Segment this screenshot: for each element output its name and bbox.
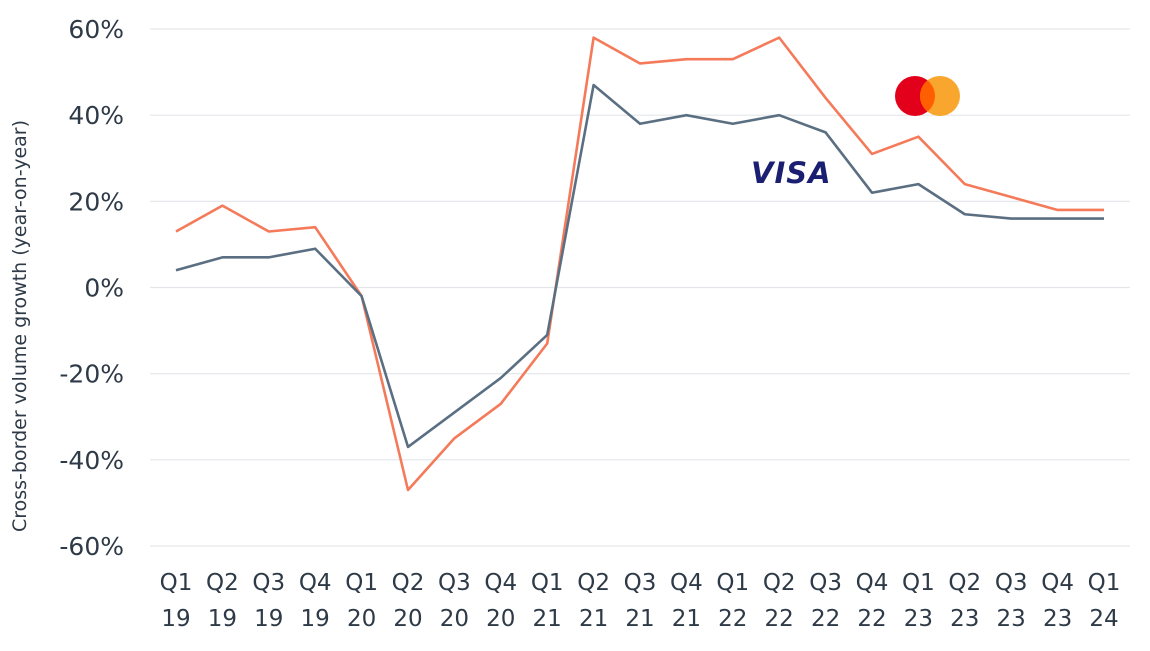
x-tick-label: Q4 20 (484, 570, 517, 632)
y-axis-label: Cross-border volume growth (year-on-year… (9, 120, 31, 532)
visa-series-line (175, 83, 1104, 449)
x-tick-label: Q2 23 (948, 570, 981, 632)
x-tick-label: Q1 19 (160, 570, 193, 632)
y-tick-label: -40% (59, 446, 124, 475)
y-tick-label: 60% (68, 15, 124, 44)
x-tick-label: Q2 22 (763, 570, 796, 632)
mastercard-series-line (175, 36, 1104, 492)
x-axis-ticks: Q1 19 Q2 19 Q3 19 Q4 19 Q1 20 Q2 20 Q3 20 Q4 20 Q1 21 Q2 21… (160, 570, 1121, 632)
series-lines (175, 36, 1104, 492)
x-tick-label: Q1 23 (902, 570, 935, 632)
y-tick-label: 20% (68, 187, 124, 216)
y-axis-ticks: 60% 40% 20% 0% -20% -40% -60% (59, 15, 124, 561)
x-tick-label: Q3 20 (438, 570, 471, 632)
x-tick-label: Q3 22 (809, 570, 842, 632)
x-tick-label: Q4 22 (856, 570, 889, 632)
x-tick-label: Q1 22 (716, 570, 749, 632)
grid-lines (150, 28, 1130, 547)
mastercard-overlap (920, 80, 935, 112)
y-tick-label: -20% (59, 360, 124, 389)
x-tick-label: Q1 21 (531, 570, 564, 632)
x-tick-label: Q3 21 (624, 570, 657, 632)
mastercard-logo (895, 76, 960, 116)
x-tick-label: Q2 20 (392, 570, 425, 632)
y-tick-label: 0% (84, 274, 124, 303)
x-tick-label: Q4 19 (299, 570, 332, 632)
x-tick-label: Q1 24 (1088, 570, 1121, 632)
y-tick-label: 40% (68, 101, 124, 130)
x-tick-label: Q2 19 (206, 570, 239, 632)
x-tick-label: Q2 21 (577, 570, 610, 632)
x-tick-label: Q4 21 (670, 570, 703, 632)
y-tick-label: -60% (59, 532, 124, 561)
x-tick-label: Q3 23 (995, 570, 1028, 632)
visa-logo: VISA (751, 156, 832, 190)
x-tick-label: Q1 20 (345, 570, 378, 632)
x-tick-label: Q3 19 (252, 570, 285, 632)
x-tick-label: Q4 23 (1041, 570, 1074, 632)
